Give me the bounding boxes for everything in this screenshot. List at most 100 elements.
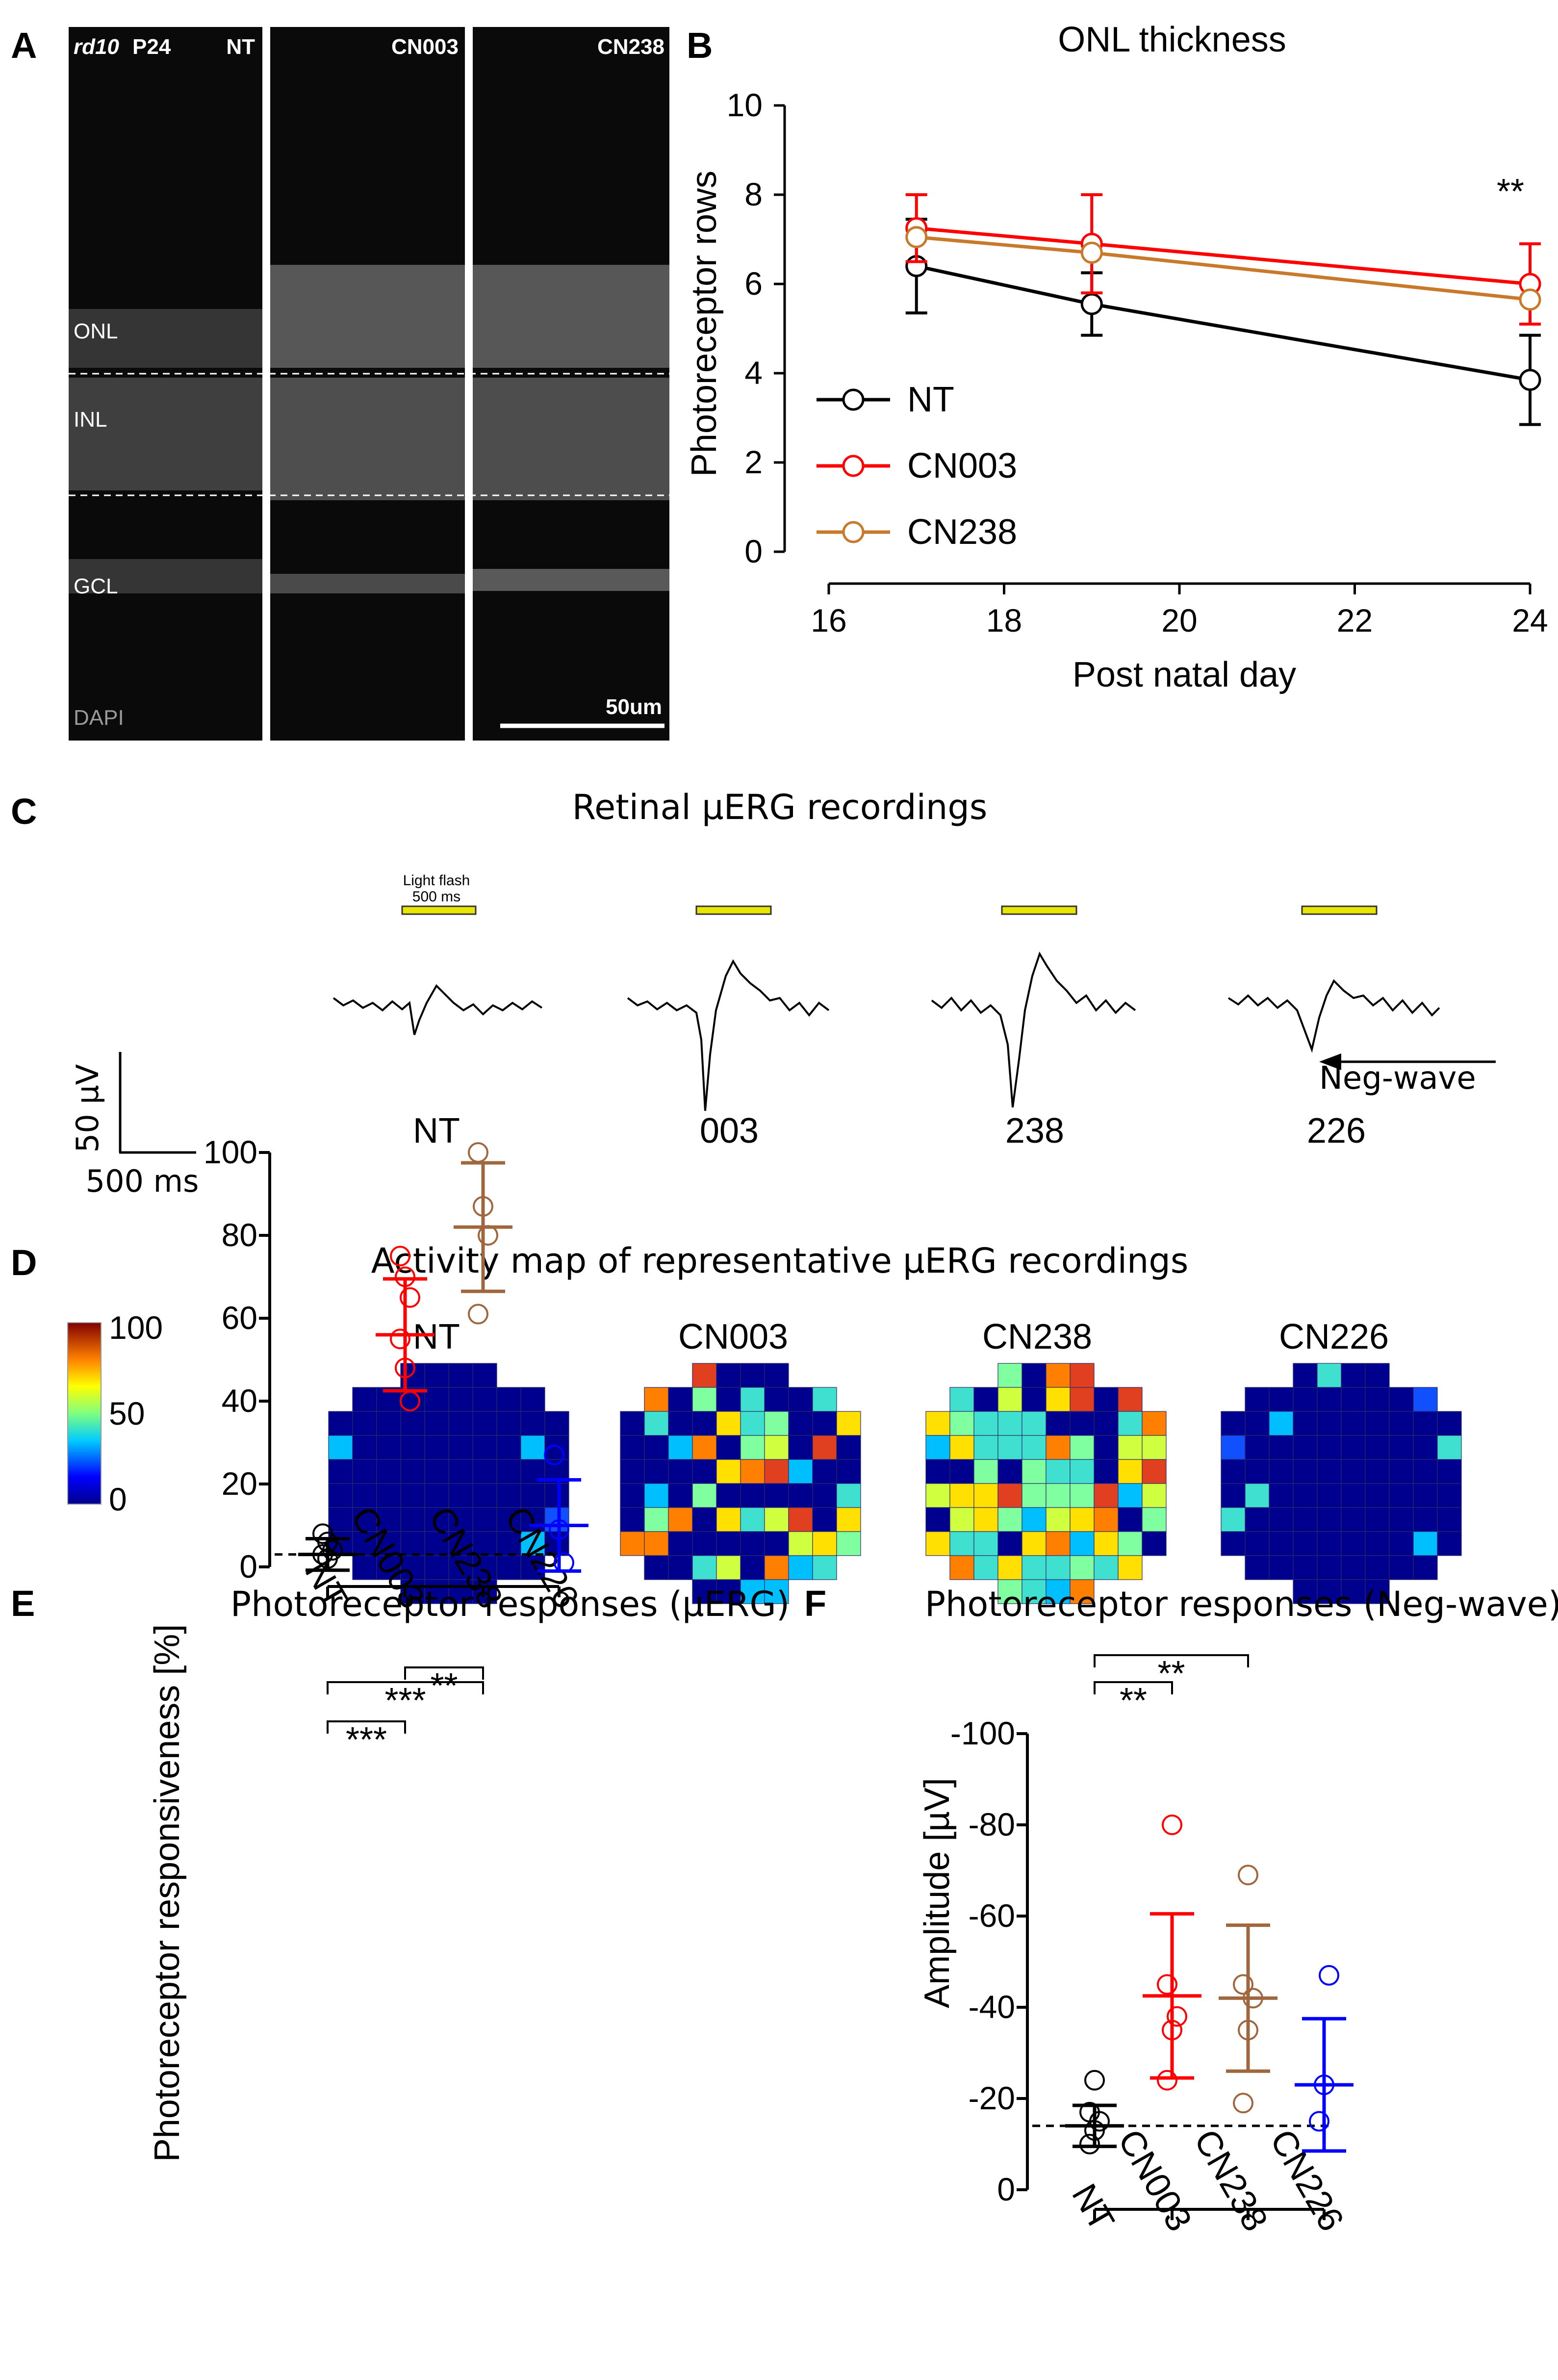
map-cell — [448, 1411, 473, 1436]
map-cell — [997, 1555, 1022, 1580]
map-cell — [1221, 1435, 1246, 1460]
legend-marker-cn003 — [842, 455, 865, 477]
map-cell — [1341, 1435, 1366, 1460]
map-cell — [1142, 1411, 1167, 1436]
map-cell — [520, 1507, 545, 1532]
map-cell — [1269, 1483, 1294, 1508]
chart-b-xlabel: Post natal day — [1073, 655, 1296, 694]
map-cell — [1094, 1507, 1119, 1532]
map-cell — [328, 1483, 353, 1508]
map-cell — [472, 1435, 497, 1460]
map-cell — [997, 1483, 1022, 1508]
chart-e-bracket-label: *** — [384, 1681, 426, 1720]
map-cell — [1046, 1507, 1071, 1532]
map-cell — [997, 1363, 1022, 1388]
trace-label-226: 226 — [1307, 1111, 1366, 1151]
chart-e-ytick-label: 20 — [222, 1465, 257, 1502]
map-cell — [1142, 1435, 1167, 1460]
map-cell — [668, 1459, 693, 1484]
map-cell — [448, 1483, 473, 1508]
trace-238 — [931, 951, 1136, 1108]
map-cell — [1365, 1483, 1390, 1508]
map-cell — [1293, 1363, 1318, 1388]
map-cell — [328, 1411, 353, 1436]
map-cell — [812, 1387, 837, 1412]
map-cell — [788, 1459, 813, 1484]
micrograph-label-cn238: CN238 — [597, 35, 664, 59]
map-cell — [1317, 1387, 1342, 1412]
map-cell — [692, 1579, 717, 1604]
map-cell — [644, 1507, 669, 1532]
chart-e-point-cn238 — [468, 1142, 488, 1163]
map-cell — [620, 1435, 645, 1460]
map-cell — [788, 1531, 813, 1556]
map-cell — [1317, 1531, 1342, 1556]
map-cell — [1118, 1387, 1143, 1412]
map-cell — [764, 1531, 789, 1556]
map-cell — [1317, 1435, 1342, 1460]
map-cell — [1437, 1411, 1462, 1436]
map-cell — [788, 1555, 813, 1580]
chart-f-point-cn003 — [1157, 2070, 1177, 2091]
map-cell — [1317, 1459, 1342, 1484]
chart-e-ytick-label: 80 — [222, 1217, 257, 1253]
map-cell — [620, 1507, 645, 1532]
map-cell — [328, 1507, 353, 1532]
chart-f-xtick-label: CN226 — [1262, 2123, 1351, 2238]
map-cell — [620, 1411, 645, 1436]
map-cell — [544, 1411, 569, 1436]
map-cell — [740, 1459, 765, 1484]
chart-f-bracket — [1094, 1681, 1173, 1694]
map-cell — [973, 1555, 998, 1580]
map-cell — [764, 1507, 789, 1532]
map-cell — [1269, 1555, 1294, 1580]
trace-226 — [1227, 979, 1440, 1053]
map-cell — [812, 1411, 837, 1436]
map-cell — [1437, 1531, 1462, 1556]
map-cell — [400, 1531, 425, 1556]
colorbar-tick-0: 0 — [109, 1481, 127, 1517]
map-cell — [424, 1459, 449, 1484]
chart-b-ytick-label: 6 — [744, 265, 763, 302]
map-cell — [1293, 1507, 1318, 1532]
map-label-cn003: CN003 — [678, 1317, 788, 1356]
map-cell — [788, 1387, 813, 1412]
map-cell — [1070, 1459, 1095, 1484]
chart-f-ytick-label: -100 — [950, 1715, 1015, 1751]
map-cell — [668, 1531, 693, 1556]
map-cell — [812, 1483, 837, 1508]
chart-f-point-cn238 — [1238, 1865, 1258, 1886]
map-cell — [328, 1459, 353, 1484]
chart-e-ytick-label: 40 — [222, 1382, 257, 1419]
trace-label-003: 003 — [700, 1111, 759, 1151]
map-cell — [1094, 1411, 1119, 1436]
map-cell — [812, 1435, 837, 1460]
map-cell — [1118, 1531, 1143, 1556]
map-cell — [764, 1483, 789, 1508]
map-label-nt: NT — [413, 1317, 460, 1356]
map-cell — [1046, 1531, 1071, 1556]
map-cell — [692, 1459, 717, 1484]
map-cell — [1070, 1363, 1095, 1388]
map-cell — [1389, 1555, 1414, 1580]
map-cell — [1245, 1531, 1270, 1556]
map-cell — [949, 1531, 974, 1556]
chart-f-title: Photoreceptor responses (Neg-wave) — [925, 1584, 1558, 1624]
chart-f-point-cn003 — [1162, 1815, 1182, 1835]
map-cell — [1046, 1435, 1071, 1460]
map-cell — [812, 1555, 837, 1580]
flash-bar-003 — [695, 905, 772, 915]
map-cell — [1389, 1531, 1414, 1556]
strain-label: rd10 — [74, 35, 119, 59]
micrograph-label-nt: NT — [226, 35, 255, 59]
map-cell — [352, 1387, 377, 1412]
map-cell — [836, 1459, 861, 1484]
map-cell — [1118, 1459, 1143, 1484]
map-cell — [692, 1435, 717, 1460]
map-cell — [496, 1459, 521, 1484]
map-cell — [496, 1531, 521, 1556]
chart-b-ytick-label: 4 — [744, 355, 763, 391]
map-cell — [1118, 1507, 1143, 1532]
map-cell — [1221, 1531, 1246, 1556]
